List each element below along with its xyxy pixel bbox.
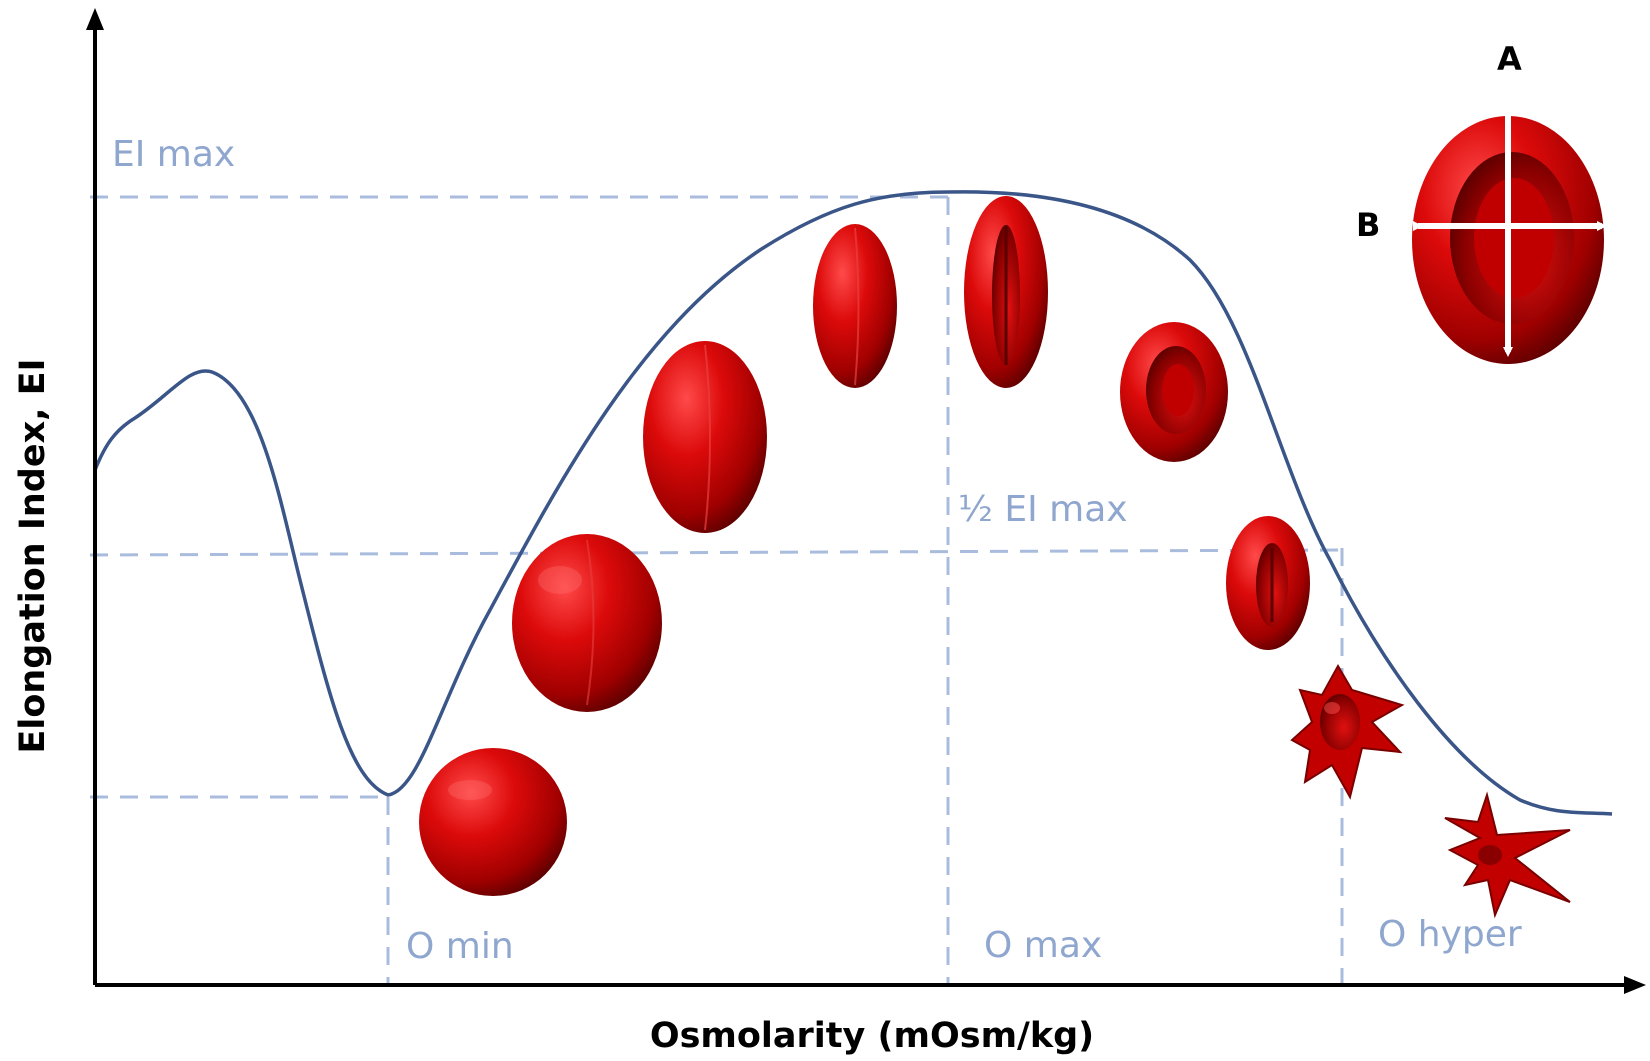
cell-elongated-slit [964,196,1048,388]
x-axis-arrow [1624,976,1646,994]
inset-label-a: A [1497,40,1522,78]
cell-echinocyte [1290,663,1405,800]
x-axis-title: Osmolarity (mOsm/kg) [650,1016,1094,1056]
label-o-max: O max [984,925,1102,966]
axes [86,8,1646,994]
cell-spiculated [1444,791,1571,919]
cell-sphere-large [512,534,662,712]
reference-labels: EI max ½ EI max O min O max O hyper [112,134,1522,967]
reference-lines [89,195,1344,985]
elongation-curve [93,190,1613,816]
y-axis-arrow [86,8,104,30]
cell-elongated [813,224,897,388]
label-o-min: O min [406,926,514,967]
half-ei-max-line [89,548,1341,557]
cell-sphere-small [419,748,567,896]
label-o-hyper: O hyper [1378,914,1522,955]
y-axis-title: Elongation Index, EI [13,358,53,753]
inset-discocyte: A B [1356,40,1607,364]
cell-ellipsoid [643,341,767,533]
cell-discocyte [1120,322,1228,462]
label-ei-max: EI max [112,134,235,175]
cells [419,196,1571,919]
label-half-ei-max: ½ EI max [958,489,1128,530]
cell-stomatocyte [1226,516,1310,650]
inset-label-b: B [1356,206,1380,244]
